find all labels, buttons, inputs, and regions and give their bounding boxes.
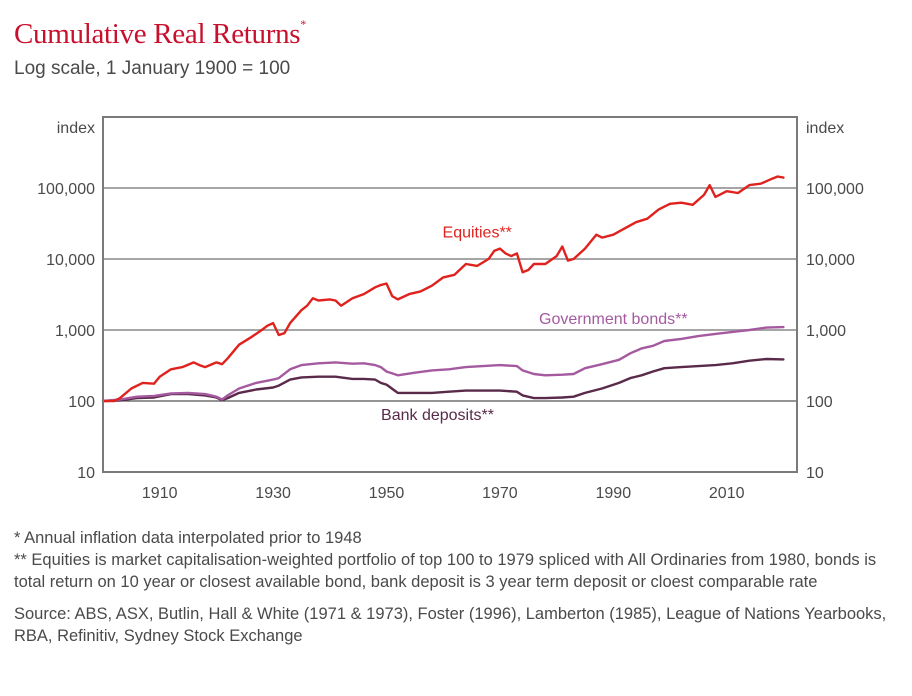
x-tick-label: 2010 (709, 485, 745, 502)
x-tick-label: 1950 (369, 485, 405, 502)
y-tick-labels: 10 10 100 100 1,000 1,000 10,000 10,000 100,000 1… (37, 181, 864, 482)
series-line-equities (101, 175, 785, 403)
series-lines (101, 175, 785, 403)
series-labels: Equities** Government bonds** Bank deposit… (381, 225, 688, 424)
title-footnote-marker: * (300, 17, 306, 32)
x-tick-label: 1990 (596, 485, 632, 502)
series-label-equities: Equities** (443, 225, 512, 242)
footnote-methodology: ** Equities is market capitalisation-wei… (14, 551, 877, 591)
chart-title-text: Cumulative Real Returns (14, 18, 301, 50)
y-tick-label-left: 100,000 (37, 181, 95, 198)
series-label-bank-deposits: Bank deposits** (381, 407, 494, 424)
y-tick-label-right: 10,000 (806, 252, 855, 269)
y-tick-label-left: 10 (77, 465, 95, 482)
x-tick-labels: 1910 1930 1950 1970 1990 2010 (142, 485, 745, 502)
series-label-government-bonds: Government bonds** (539, 311, 688, 328)
chart-subtitle: Log scale, 1 January 1900 = 100 (14, 58, 291, 79)
x-tick-label: 1930 (255, 485, 291, 502)
y-tick-label-left: 100 (68, 394, 95, 411)
plot-frame (102, 116, 798, 473)
y-tick-label-right: 100 (806, 394, 833, 411)
y-tick-label-right: 100,000 (806, 181, 864, 198)
y-tick-label-right: 1,000 (806, 323, 846, 340)
gridlines (103, 187, 797, 402)
chart-title: Cumulative Real Returns* (14, 17, 306, 51)
y-axis-label-left: index (57, 120, 95, 137)
y-tick-label-right: 10 (806, 465, 824, 482)
footnote-inflation: * Annual inflation data interpolated pri… (14, 529, 362, 547)
footnotes: * Annual inflation data interpolated pri… (14, 527, 894, 647)
x-tick-label: 1970 (482, 485, 518, 502)
y-tick-label-left: 1,000 (55, 323, 95, 340)
source-note: Source: ABS, ASX, Butlin, Hall & White (… (14, 605, 887, 645)
series-line-government-bonds (101, 325, 785, 403)
x-tick-label: 1910 (142, 485, 178, 502)
y-tick-label-left: 10,000 (46, 252, 95, 269)
y-axis-label-right: index (806, 120, 844, 137)
